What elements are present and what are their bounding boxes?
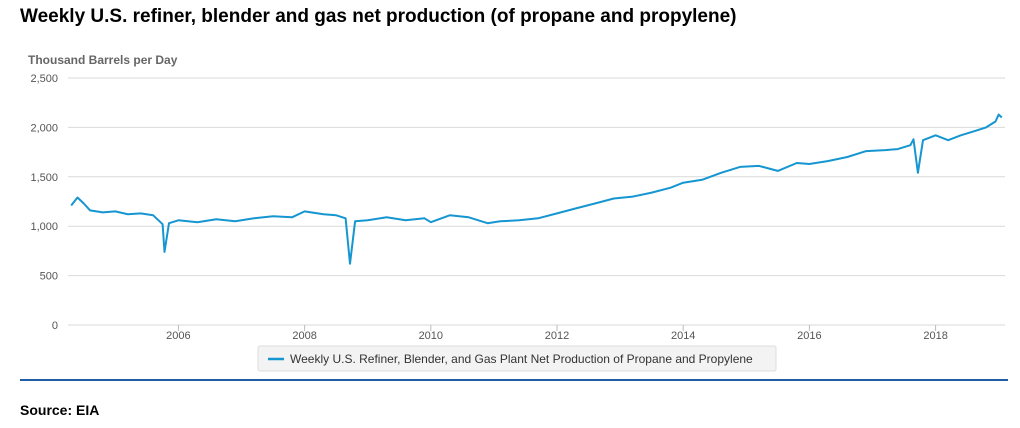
divider bbox=[20, 379, 1008, 381]
y-tick-label: 2,000 bbox=[30, 122, 58, 134]
y-axis: 0 500 1,000 1,500 2,000 2,500 bbox=[30, 73, 58, 332]
series-line bbox=[70, 113, 1003, 265]
source-note: Source: EIA bbox=[20, 402, 100, 418]
x-axis: 2006 2008 2010 2012 2014 2016 2018 bbox=[166, 325, 948, 342]
x-tick-label: 2006 bbox=[166, 330, 190, 342]
x-tick-label: 2018 bbox=[923, 330, 947, 342]
y-tick-label: 2,500 bbox=[30, 73, 58, 85]
x-tick-label: 2012 bbox=[545, 330, 569, 342]
legend-box bbox=[257, 345, 777, 372]
y-tick-label: 0 bbox=[52, 320, 58, 332]
grid bbox=[68, 77, 1005, 326]
x-tick-label: 2010 bbox=[419, 330, 443, 342]
y-axis-title: Thousand Barrels per Day bbox=[28, 53, 178, 67]
y-tick-label: 1,500 bbox=[30, 172, 58, 184]
chart: Thousand Barrels per Day 0 500 1,000 1,500 2… bbox=[28, 53, 1005, 372]
x-tick-label: 2014 bbox=[671, 330, 695, 342]
y-tick-label: 500 bbox=[40, 271, 58, 283]
page-title: Weekly U.S. refiner, blender and gas net… bbox=[20, 6, 737, 27]
x-tick-label: 2016 bbox=[797, 330, 821, 342]
legend-label: Weekly U.S. Refiner, Blender, and Gas Pl… bbox=[290, 352, 753, 366]
y-tick-label: 1,000 bbox=[30, 221, 58, 233]
x-tick-label: 2008 bbox=[292, 330, 316, 342]
legend[interactable]: Weekly U.S. Refiner, Blender, and Gas Pl… bbox=[257, 345, 777, 372]
